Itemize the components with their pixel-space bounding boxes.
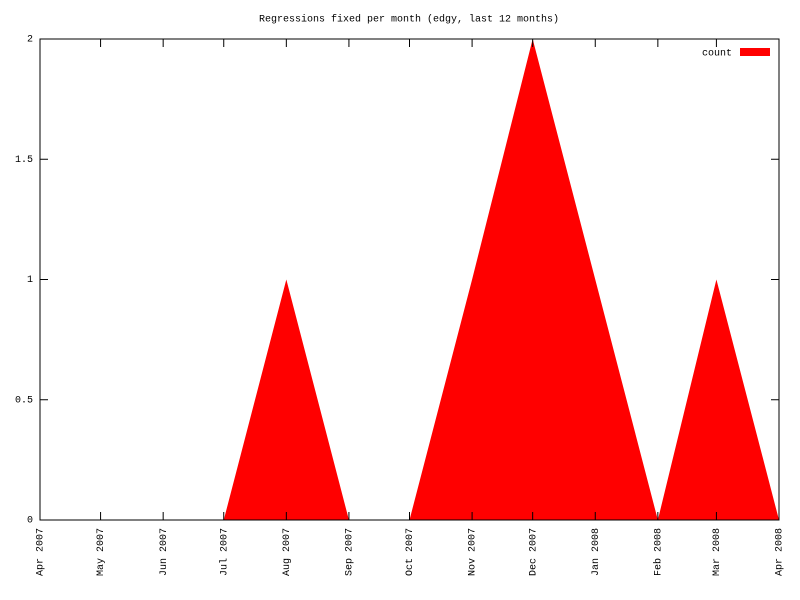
x-tick-label: Mar 2008: [712, 528, 723, 576]
y-tick-label: 2: [27, 35, 33, 46]
chart-title: Regressions fixed per month (edgy, last …: [259, 14, 559, 26]
x-tick-label: Aug 2007: [282, 528, 293, 576]
x-tick-label: Dec 2007: [528, 528, 539, 576]
x-tick-label: Jan 2008: [591, 528, 602, 576]
x-tick-label: May 2007: [96, 528, 107, 576]
area: [40, 39, 779, 520]
x-tick-label: Feb 2008: [652, 528, 664, 576]
x-tick-label: Jun 2007: [159, 528, 170, 576]
legend-label: count: [702, 49, 732, 60]
x-tick-label: Jul 2007: [218, 528, 230, 576]
x-tick-label: Apr 2008: [775, 528, 786, 576]
y-tick-label: 0: [27, 516, 33, 527]
x-tick-label: Sep 2007: [345, 528, 356, 576]
x-tick-label: Oct 2007: [405, 528, 416, 576]
x-tick-label: Apr 2007: [36, 528, 47, 576]
x-tick-label: Nov 2007: [468, 528, 479, 576]
legend-swatch: [740, 48, 770, 56]
y-tick-label: 1.5: [15, 155, 33, 166]
y-tick-label: 0.5: [15, 395, 33, 406]
y-tick-label: 1: [27, 275, 33, 286]
